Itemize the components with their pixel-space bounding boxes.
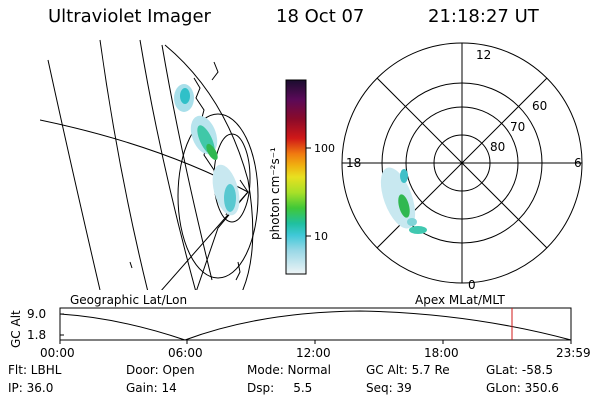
polar-aurora (380, 167, 427, 234)
mlt-label-12: 12 (476, 48, 491, 62)
altitude-timeline (59, 307, 572, 344)
info-glat: GLat: -58.5 (486, 363, 553, 377)
colorbar-unit-label: photon cm⁻²s⁻¹ (268, 147, 282, 240)
info-gain: Gain: 14 (126, 381, 177, 395)
x-tick-label: 18:00 (424, 346, 459, 360)
info-ip: IP: 36.0 (8, 381, 54, 395)
map-coastline (129, 261, 133, 269)
info-filter: Flt: LBHL (8, 363, 62, 377)
info-seq: Seq: 39 (366, 381, 412, 395)
map-aurora (174, 84, 240, 216)
aurora-blob (409, 226, 427, 234)
map-latitude-ellipse (177, 113, 259, 279)
timeline-axis-title: GC Alt (9, 310, 23, 348)
x-tick-label: 06:00 (168, 346, 203, 360)
map-meridian (47, 59, 101, 290)
y-tick-label: 1.8 (27, 328, 46, 342)
info-glon: GLon: 350.6 (486, 381, 559, 395)
aurora-blob (224, 184, 236, 212)
timeline-right-label: Apex MLat/MLT (415, 293, 505, 307)
info-door: Door: Open (126, 363, 195, 377)
x-tick-label: 00:00 (40, 346, 75, 360)
colorbar-scale (285, 79, 307, 275)
polar-plot (341, 42, 583, 284)
y-tick-label: 9.0 (27, 307, 46, 321)
time-label: 21:18:27 UT (428, 6, 539, 27)
colorbar-tick-label: 100 (314, 142, 335, 155)
colorbar-tick-label: 10 (314, 230, 328, 243)
x-tick-label: 12:00 (296, 346, 331, 360)
map-coastline (235, 261, 241, 281)
altitude-curve (59, 310, 572, 341)
date-label: 18 Oct 07 (276, 6, 365, 27)
mlt-label-6: 6 (574, 156, 582, 170)
map-line (239, 179, 249, 193)
timeline-left-label: Geographic Lat/Lon (70, 293, 187, 307)
mlat-label-80: 80 (490, 140, 505, 154)
map-limb (164, 44, 254, 290)
mlt-label-0: 0 (468, 278, 476, 292)
mlt-label-18: 18 (346, 156, 361, 170)
aurora-blob (400, 169, 408, 183)
aurora-blob (206, 143, 218, 161)
mlat-label-60: 60 (532, 99, 547, 113)
colorbar: 100 10 photon cm⁻²s⁻¹ (268, 79, 335, 275)
info-gc-alt: GC Alt: 5.7 Re (366, 363, 450, 377)
aurora-blob (407, 218, 417, 226)
geographic-map (40, 39, 259, 290)
map-meridian (139, 39, 196, 290)
info-dsp: Dsp: 5.5 (247, 381, 313, 395)
app-title: Ultraviolet Imager (48, 6, 211, 27)
info-mode: Mode: Normal (247, 363, 331, 377)
map-coastline (211, 61, 219, 81)
aurora-blob (180, 88, 190, 104)
map-meridian (161, 44, 213, 281)
x-tick-label: 23:59 (556, 346, 591, 360)
aurora-blob (398, 194, 410, 218)
map-meridian (99, 39, 149, 290)
mlat-label-70: 70 (510, 120, 525, 134)
